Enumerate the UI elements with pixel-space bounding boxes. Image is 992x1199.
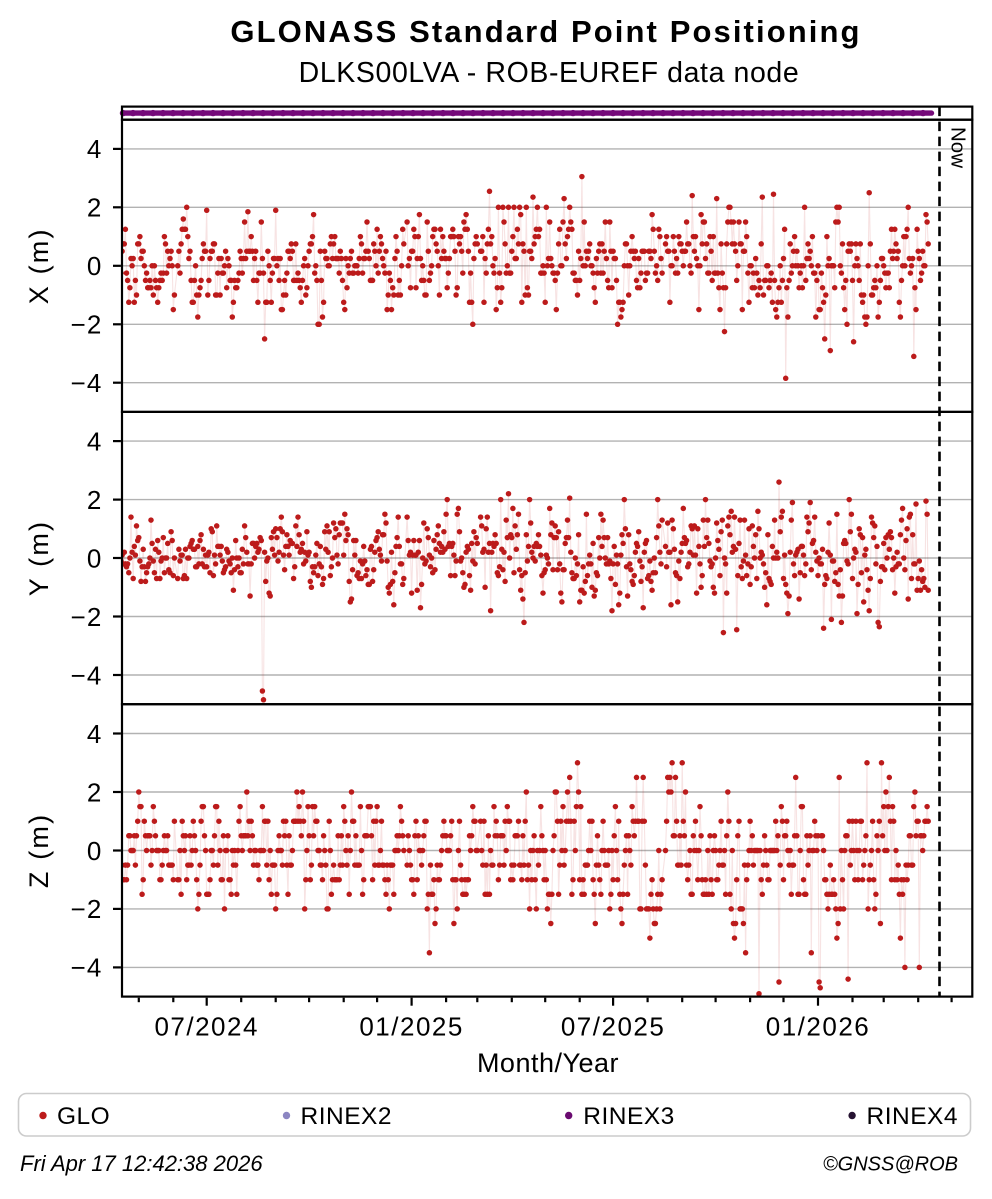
svg-text:Now: Now — [947, 127, 970, 168]
svg-text:0: 0 — [87, 543, 103, 573]
svg-text:2: 2 — [87, 485, 103, 515]
svg-text:−2: −2 — [70, 602, 102, 632]
svg-text:RINEX3: RINEX3 — [583, 1103, 675, 1130]
svg-text:RINEX4: RINEX4 — [867, 1103, 959, 1130]
svg-text:4: 4 — [87, 719, 103, 749]
svg-text:Y (m): Y (m) — [24, 520, 54, 597]
svg-text:Z (m): Z (m) — [24, 813, 54, 888]
svg-text:−4: −4 — [70, 953, 102, 983]
svg-text:−4: −4 — [70, 660, 102, 690]
svg-text:−2: −2 — [70, 894, 102, 924]
svg-text:−4: −4 — [70, 368, 102, 398]
svg-text:Fri Apr 17 12:42:38 2026: Fri Apr 17 12:42:38 2026 — [20, 1151, 263, 1176]
svg-text:0: 0 — [87, 836, 103, 866]
svg-text:©GNSS@ROB: ©GNSS@ROB — [823, 1154, 958, 1176]
svg-text:01/2026: 01/2026 — [766, 1012, 870, 1042]
svg-text:DLKS00LVA - ROB-EUREF data nod: DLKS00LVA - ROB-EUREF data node — [299, 57, 800, 89]
svg-text:GLO: GLO — [57, 1103, 110, 1130]
svg-text:4: 4 — [87, 426, 103, 456]
svg-text:2: 2 — [87, 193, 103, 223]
svg-text:01/2025: 01/2025 — [359, 1012, 463, 1042]
svg-text:4: 4 — [87, 134, 103, 164]
svg-text:07/2025: 07/2025 — [561, 1012, 665, 1042]
svg-text:07/2024: 07/2024 — [154, 1012, 258, 1042]
svg-text:2: 2 — [87, 777, 103, 807]
svg-text:RINEX2: RINEX2 — [301, 1103, 393, 1130]
svg-text:GLONASS Standard Point Positio: GLONASS Standard Point Positioning — [230, 14, 861, 49]
svg-text:0: 0 — [87, 251, 103, 281]
svg-text:Month/Year: Month/Year — [477, 1048, 619, 1078]
svg-text:X (m): X (m) — [24, 227, 54, 304]
svg-text:−2: −2 — [70, 310, 102, 340]
